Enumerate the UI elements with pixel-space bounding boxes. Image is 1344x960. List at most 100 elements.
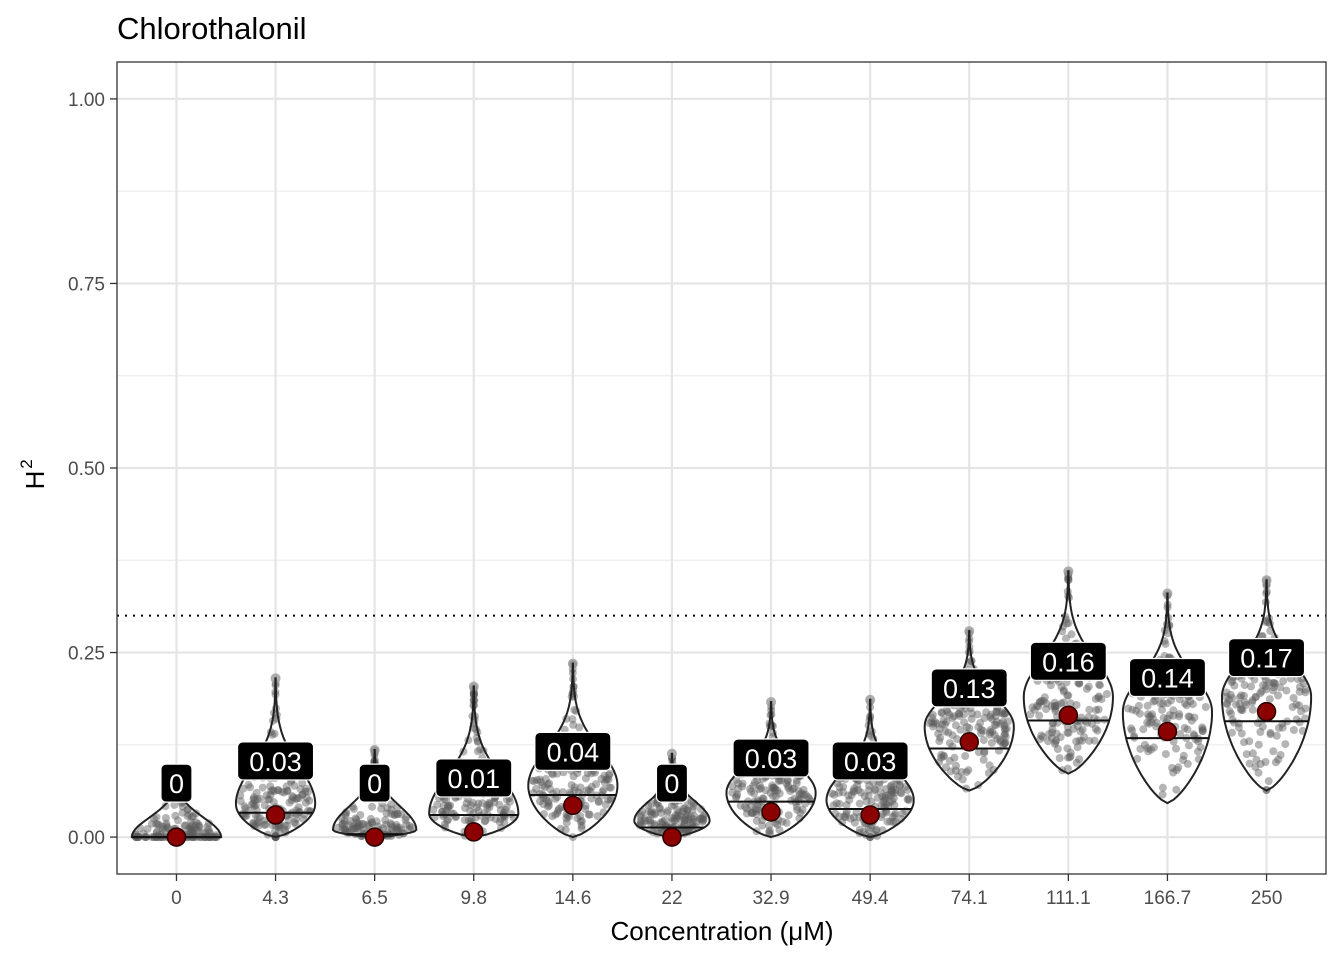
data-point xyxy=(386,819,395,828)
data-point xyxy=(348,824,357,833)
data-point xyxy=(742,809,751,818)
data-point xyxy=(605,771,613,780)
mean-point xyxy=(959,732,979,752)
data-point xyxy=(695,815,704,824)
data-point xyxy=(1276,683,1285,692)
data-point xyxy=(1128,726,1137,735)
data-point xyxy=(502,803,511,812)
data-point xyxy=(882,800,891,809)
data-point xyxy=(562,814,571,823)
value-label-box xyxy=(732,738,810,778)
data-point xyxy=(161,825,170,834)
data-point xyxy=(1176,730,1185,739)
data-point xyxy=(1136,744,1145,753)
data-point xyxy=(302,794,311,802)
data-point xyxy=(352,815,361,824)
data-point xyxy=(543,780,552,789)
data-point xyxy=(292,795,301,804)
data-point xyxy=(1135,709,1144,718)
data-point xyxy=(799,790,808,799)
data-point xyxy=(998,708,1006,717)
data-point xyxy=(1158,705,1166,714)
data-point xyxy=(562,818,571,827)
data-point xyxy=(941,727,950,736)
data-point xyxy=(502,795,511,804)
data-point xyxy=(173,816,182,825)
data-point xyxy=(862,797,871,806)
data-point xyxy=(855,825,864,834)
data-point xyxy=(354,822,363,831)
data-point xyxy=(656,818,665,827)
data-point xyxy=(798,806,807,814)
data-point xyxy=(206,829,215,838)
data-point xyxy=(1274,724,1283,732)
data-point xyxy=(338,825,347,833)
data-point xyxy=(1036,697,1045,706)
data-point xyxy=(1264,678,1273,687)
data-point xyxy=(1240,691,1248,700)
data-point xyxy=(1228,694,1237,703)
data-point xyxy=(152,813,161,822)
data-point xyxy=(1172,785,1181,794)
data-point xyxy=(742,804,751,813)
data-point xyxy=(950,712,959,721)
data-point xyxy=(444,815,452,824)
data-point xyxy=(1174,763,1183,772)
data-point xyxy=(1057,682,1066,691)
data-point xyxy=(871,785,880,794)
data-point xyxy=(854,786,863,795)
data-point xyxy=(1145,712,1154,721)
data-point xyxy=(541,775,550,783)
y-axis-label: H xyxy=(20,471,50,490)
y-tick-label: 1.00 xyxy=(68,90,105,111)
data-point xyxy=(402,820,411,829)
data-point xyxy=(771,792,780,801)
data-point xyxy=(849,813,858,822)
data-point xyxy=(679,804,688,813)
data-point xyxy=(1042,705,1051,714)
data-point xyxy=(1092,706,1101,715)
data-point xyxy=(302,784,311,793)
data-point xyxy=(467,814,476,823)
data-point xyxy=(1095,680,1104,689)
data-point xyxy=(792,802,801,811)
data-point xyxy=(847,791,856,799)
y-tick-label: 0.00 xyxy=(68,828,105,849)
data-point xyxy=(186,823,195,831)
data-point xyxy=(929,719,938,728)
data-point xyxy=(1084,682,1093,691)
data-point xyxy=(996,737,1005,746)
data-point xyxy=(577,821,586,830)
data-point xyxy=(637,810,646,819)
mean-point xyxy=(761,802,781,822)
value-label: 0.14 xyxy=(1141,664,1194,694)
data-point xyxy=(1282,686,1291,695)
value-label: 0.01 xyxy=(447,764,500,794)
data-point xyxy=(1063,691,1072,700)
data-point xyxy=(483,801,492,809)
data-point xyxy=(240,802,249,811)
violin-fill xyxy=(1222,580,1312,791)
data-point xyxy=(530,777,539,786)
value-label: 0 xyxy=(664,769,679,799)
data-point xyxy=(346,821,355,830)
data-point xyxy=(252,819,261,828)
data-point xyxy=(775,826,784,835)
data-point xyxy=(301,798,310,807)
data-point xyxy=(1161,639,1170,648)
data-point xyxy=(741,803,749,811)
data-point xyxy=(1198,725,1207,733)
violin-outline xyxy=(234,677,317,839)
data-point xyxy=(192,818,201,827)
data-point xyxy=(888,788,897,797)
data-point xyxy=(842,801,851,809)
data-point xyxy=(1080,733,1088,741)
data-point xyxy=(1048,719,1057,728)
data-point xyxy=(957,768,966,776)
data-point xyxy=(1181,699,1189,708)
data-point xyxy=(353,824,362,833)
data-point xyxy=(293,794,302,803)
data-point xyxy=(945,756,954,765)
violin-fill xyxy=(924,631,1014,791)
data-point xyxy=(439,801,448,810)
